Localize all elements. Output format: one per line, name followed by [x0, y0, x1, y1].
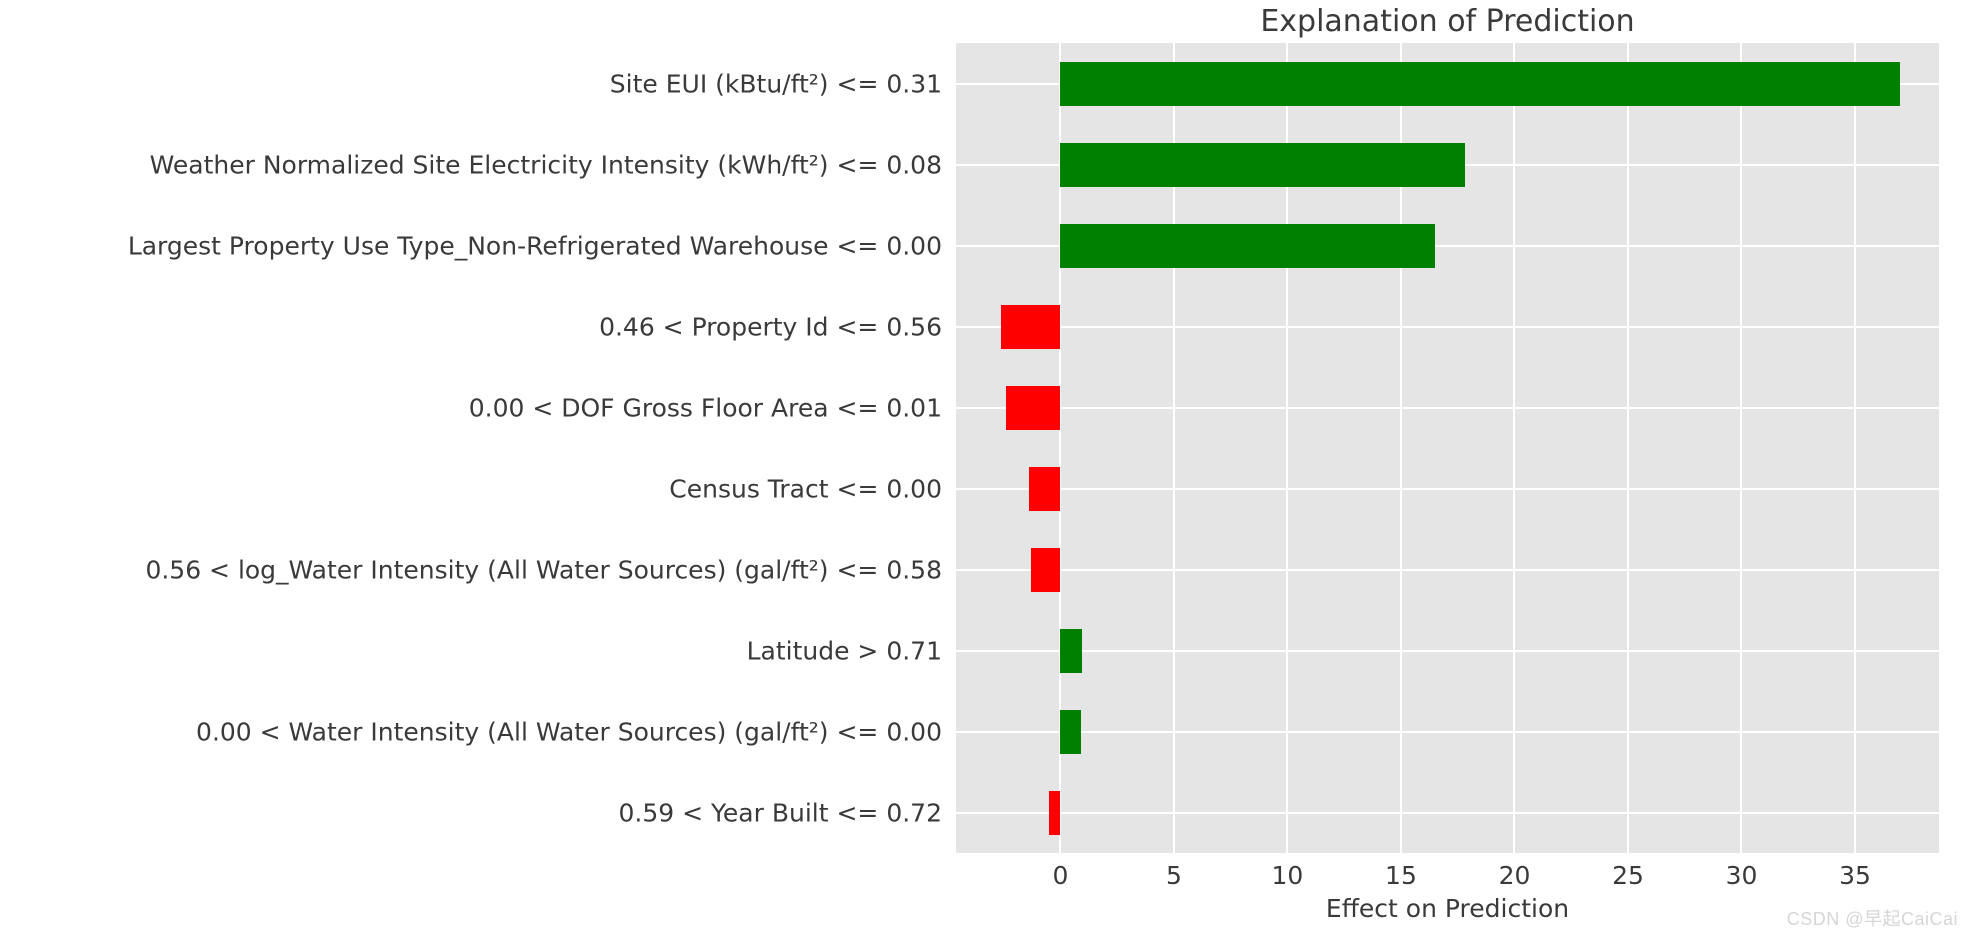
- hgrid-line: [956, 569, 1939, 571]
- x-tick-label: 35: [1839, 861, 1871, 890]
- bar: [1001, 305, 1060, 349]
- hgrid-line: [956, 488, 1939, 490]
- y-tick-label: Latitude > 0.71: [747, 636, 942, 665]
- bar: [1060, 224, 1435, 268]
- y-tick-label: 0.46 < Property Id <= 0.56: [599, 312, 942, 341]
- y-tick-label: 0.56 < log_Water Intensity (All Water So…: [145, 555, 942, 584]
- y-tick-label: 0.00 < DOF Gross Floor Area <= 0.01: [469, 393, 942, 422]
- x-tick-label: 5: [1166, 861, 1182, 890]
- bar: [1060, 62, 1900, 106]
- hgrid-line: [956, 407, 1939, 409]
- y-tick-label: Weather Normalized Site Electricity Inte…: [150, 150, 942, 179]
- bar: [1060, 710, 1080, 754]
- hgrid-line: [956, 326, 1939, 328]
- y-tick-label: 0.00 < Water Intensity (All Water Source…: [196, 717, 942, 746]
- hgrid-line: [956, 650, 1939, 652]
- bar: [1029, 467, 1061, 511]
- watermark: CSDN @早起CaiCai: [1787, 905, 1958, 931]
- bar: [1060, 143, 1464, 187]
- y-tick-label: 0.59 < Year Built <= 0.72: [618, 798, 942, 827]
- x-tick-label: 20: [1499, 861, 1531, 890]
- hgrid-line: [956, 731, 1939, 733]
- hgrid-line: [956, 812, 1939, 814]
- bar: [1049, 791, 1060, 835]
- x-tick-label: 15: [1385, 861, 1417, 890]
- x-tick-label: 25: [1612, 861, 1644, 890]
- x-tick-label: 0: [1052, 861, 1068, 890]
- bar: [1006, 386, 1060, 430]
- x-axis-label: Effect on Prediction: [1326, 894, 1569, 923]
- y-tick-label: Census Tract <= 0.00: [669, 474, 942, 503]
- x-tick-label: 10: [1272, 861, 1304, 890]
- chart-title: Explanation of Prediction: [1260, 4, 1634, 39]
- y-tick-label: Site EUI (kBtu/ft²) <= 0.31: [610, 69, 942, 98]
- y-tick-label: Largest Property Use Type_Non-Refrigerat…: [128, 231, 942, 260]
- chart-container: 0 5 10 15 20 25 30 35 Effect on Prediction Site E…: [0, 0, 1968, 937]
- x-tick-label: 30: [1726, 861, 1758, 890]
- plot-area: 05101520253035Effect on PredictionSite E…: [956, 43, 1939, 853]
- bar: [1031, 548, 1061, 592]
- bar: [1060, 629, 1082, 673]
